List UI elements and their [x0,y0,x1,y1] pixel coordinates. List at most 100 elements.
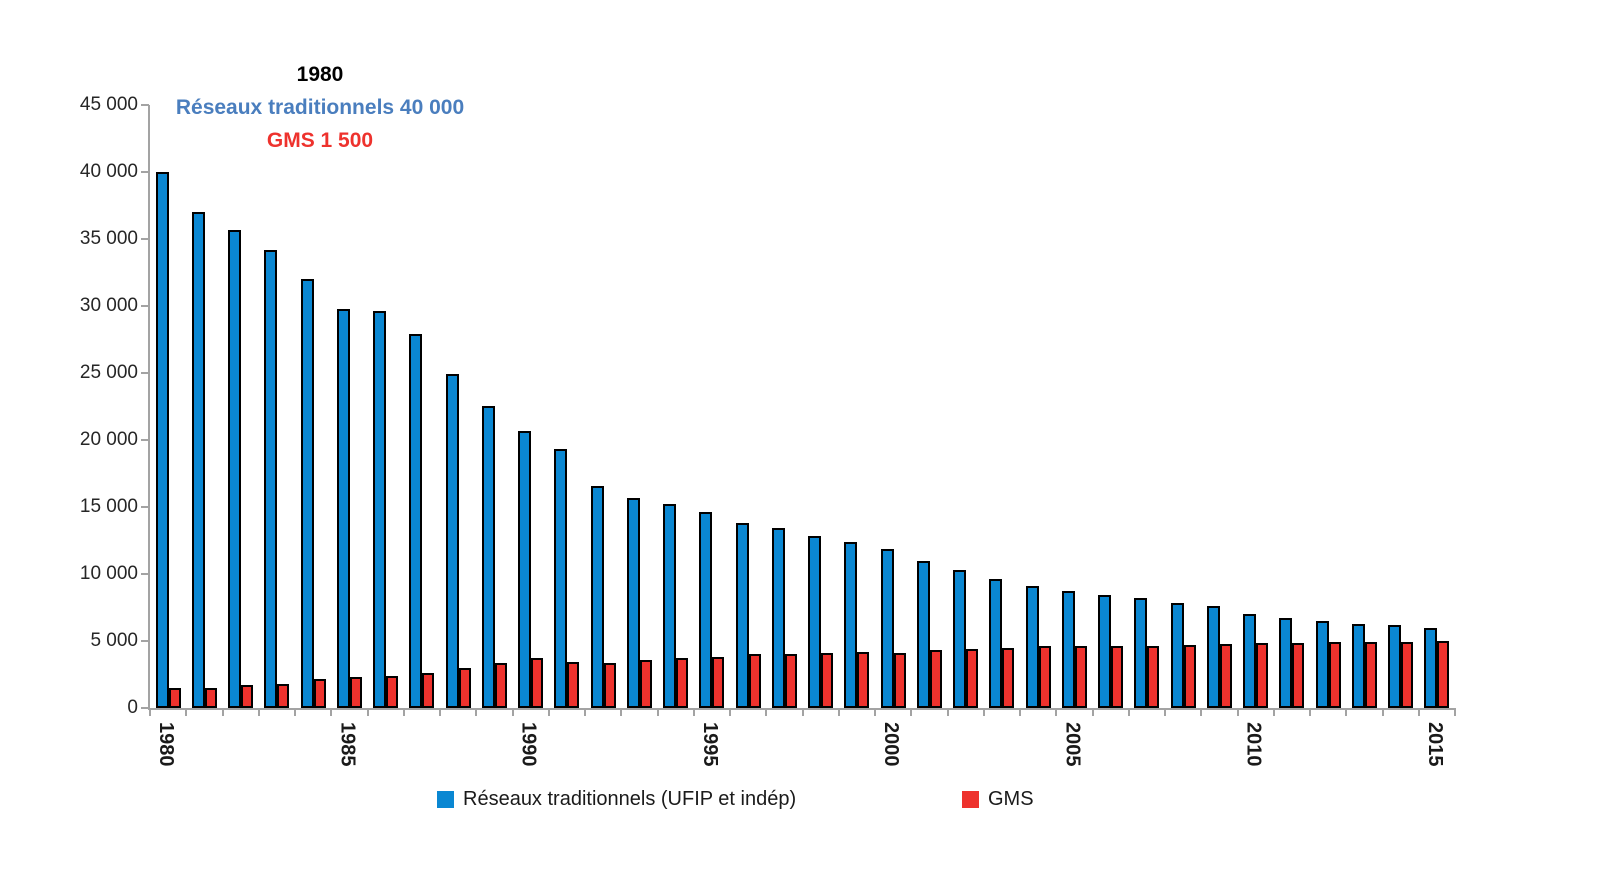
bar-reseaux-2012 [1316,621,1329,708]
bar-reseaux-1993 [627,498,640,708]
y-axis-tick [141,372,149,374]
bar-gms-1980 [169,688,181,708]
bar-gms-1998 [821,653,833,708]
bar-reseaux-2008 [1171,603,1184,708]
bar-gms-1986 [386,676,398,708]
y-axis-tick [141,573,149,575]
bar-reseaux-1994 [663,504,676,708]
bar-gms-1999 [857,652,869,708]
bar-gms-1996 [749,654,761,708]
y-tick-label: 45 000 [79,94,138,115]
x-axis-tick [982,708,985,716]
bar-gms-1983 [277,684,289,708]
bar-reseaux-2011 [1279,618,1292,708]
bar-gms-2013 [1365,642,1377,708]
bar-gms-2009 [1220,644,1232,708]
bar-gms-2010 [1256,643,1268,708]
y-tick-label: 5 000 [90,630,138,651]
bar-gms-1985 [350,677,362,708]
x-tick-label-2010: 2010 [1242,722,1265,767]
bar-gms-2002 [966,649,978,708]
bar-reseaux-1986 [373,311,386,708]
legend-label-gms: GMS [988,788,1034,810]
x-axis-tick [729,708,731,716]
bar-gms-1990 [531,658,543,708]
x-axis-tick [1055,708,1058,716]
bar-gms-2008 [1184,645,1196,708]
bar-reseaux-2002 [953,570,966,708]
y-axis-tick [141,640,149,642]
bar-reseaux-1983 [264,250,277,708]
x-axis-tick [1309,708,1311,716]
bar-reseaux-2015 [1424,628,1437,708]
bar-reseaux-1989 [482,406,495,708]
x-axis-tick [946,708,949,716]
annotation-reseaux-value: Réseaux traditionnels 40 000 [175,96,465,119]
bar-reseaux-1995 [699,512,712,708]
bar-reseaux-2001 [917,561,930,708]
bar-gms-2004 [1039,646,1051,708]
x-axis-tick [402,708,405,716]
bar-gms-2007 [1147,646,1159,708]
bar-reseaux-1997 [772,528,785,708]
y-tick-label: 15 000 [79,496,138,517]
legend-swatch-reseaux [437,791,454,808]
x-axis-tick [874,708,876,716]
bar-reseaux-2009 [1207,606,1220,708]
bar-reseaux-1991 [554,449,567,708]
annotation-gms-value: GMS 1 500 [266,129,374,152]
bar-reseaux-1988 [446,374,459,708]
x-axis-tick [547,708,550,716]
bar-reseaux-1990 [518,431,531,708]
bar-reseaux-1981 [192,212,205,708]
y-tick-label: 30 000 [79,295,138,316]
x-axis-tick [837,708,840,716]
x-axis-tick [475,708,478,716]
x-axis-tick [765,708,768,716]
x-axis-tick [1381,708,1384,716]
bar-reseaux-1987 [409,334,422,708]
bar-gms-2014 [1401,642,1413,708]
bar-reseaux-2004 [1026,586,1039,708]
bar-reseaux-2005 [1062,591,1075,708]
bar-gms-1982 [241,685,253,708]
legend-swatch-gms [962,791,979,808]
bar-gms-2011 [1292,643,1304,708]
x-axis-tick [366,708,369,716]
bar-gms-2001 [930,650,942,708]
x-axis-tick [1200,708,1203,716]
x-axis-tick [1417,708,1420,716]
y-tick-label: 25 000 [79,362,138,383]
bar-gms-1995 [712,657,724,708]
y-axis-tick [141,171,149,173]
bar-reseaux-2010 [1243,614,1256,708]
bar-gms-1997 [785,654,797,708]
x-tick-label-2015: 2015 [1423,722,1446,767]
bar-reseaux-1984 [301,279,314,708]
bar-gms-2003 [1002,648,1014,708]
annotation-year: 1980 [296,63,344,86]
x-tick-label-2005: 2005 [1061,722,1084,767]
x-axis-tick [1236,708,1239,716]
bar-gms-2000 [894,653,906,708]
bar-reseaux-2013 [1352,624,1365,708]
x-axis-tick [149,708,151,716]
bar-gms-1994 [676,658,688,708]
bar-gms-1989 [495,663,507,708]
bar-gms-1987 [422,673,434,708]
bar-reseaux-1982 [228,230,241,708]
x-axis-tick [910,708,913,716]
y-axis-tick [141,305,149,307]
legend-label-reseaux: Réseaux traditionnels (UFIP et indép) [463,788,797,810]
x-tick-label-1985: 1985 [336,722,359,767]
bar-reseaux-2014 [1388,625,1401,708]
x-tick-label-1990: 1990 [517,722,540,767]
y-tick-label: 35 000 [79,228,138,249]
bar-reseaux-2007 [1134,598,1147,708]
chart-annotation: 1980 Réseaux traditionnels 40 000 GMS 1 … [160,58,480,157]
y-axis-tick [141,439,149,441]
x-axis-tick [221,708,224,716]
x-tick-label-2000: 2000 [880,722,903,767]
x-axis-tick [1127,708,1130,716]
